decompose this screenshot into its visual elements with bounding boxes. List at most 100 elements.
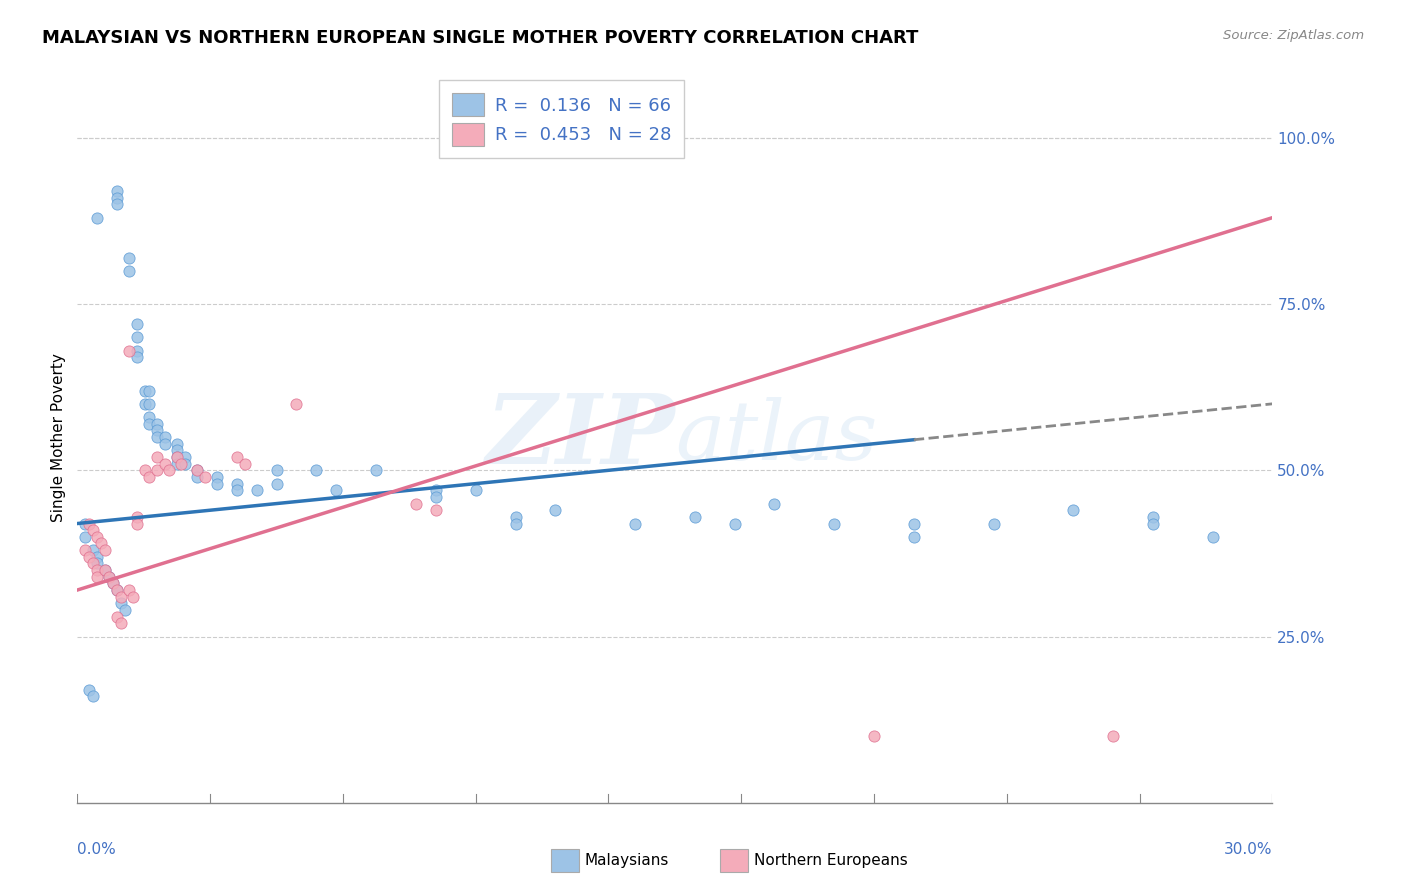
Point bbox=[114, 603, 136, 617]
Point bbox=[110, 616, 132, 631]
Point bbox=[127, 509, 149, 524]
Y-axis label: Single Mother Poverty: Single Mother Poverty bbox=[51, 352, 66, 522]
Point bbox=[94, 563, 117, 577]
Point bbox=[134, 384, 156, 398]
Point bbox=[464, 483, 486, 498]
Text: Malaysians: Malaysians bbox=[585, 854, 669, 868]
Point bbox=[94, 543, 117, 558]
Text: ZIP: ZIP bbox=[485, 390, 675, 484]
Point bbox=[425, 503, 447, 517]
Point bbox=[174, 457, 197, 471]
Point bbox=[127, 351, 149, 365]
Point bbox=[146, 463, 169, 477]
Text: MALAYSIAN VS NORTHERN EUROPEAN SINGLE MOTHER POVERTY CORRELATION CHART: MALAYSIAN VS NORTHERN EUROPEAN SINGLE MO… bbox=[42, 29, 918, 46]
Point bbox=[82, 557, 104, 571]
Point bbox=[405, 497, 427, 511]
Point bbox=[138, 410, 160, 425]
Point bbox=[425, 490, 447, 504]
Point bbox=[166, 436, 188, 450]
Point bbox=[118, 582, 141, 597]
Point bbox=[138, 397, 160, 411]
Point bbox=[225, 476, 247, 491]
Text: Source: ZipAtlas.com: Source: ZipAtlas.com bbox=[1223, 29, 1364, 42]
Point bbox=[174, 450, 197, 464]
Point bbox=[79, 516, 101, 531]
Point bbox=[86, 530, 108, 544]
Point bbox=[94, 563, 117, 577]
Text: 30.0%: 30.0% bbox=[1225, 842, 1272, 857]
Point bbox=[110, 590, 132, 604]
Point bbox=[505, 509, 527, 524]
Point bbox=[110, 596, 132, 610]
Point bbox=[118, 343, 141, 358]
Point bbox=[79, 682, 101, 697]
Point bbox=[166, 457, 188, 471]
Point bbox=[170, 457, 193, 471]
Point bbox=[305, 463, 328, 477]
Point bbox=[683, 509, 706, 524]
Point bbox=[134, 397, 156, 411]
Point bbox=[903, 530, 925, 544]
Point bbox=[86, 570, 108, 584]
Point bbox=[146, 417, 169, 431]
Point bbox=[86, 563, 108, 577]
Point bbox=[105, 191, 128, 205]
Point bbox=[1142, 516, 1164, 531]
Point bbox=[724, 516, 747, 531]
Point bbox=[153, 430, 176, 444]
Point bbox=[166, 443, 188, 458]
Point bbox=[505, 516, 527, 531]
Point bbox=[82, 543, 104, 558]
Point bbox=[103, 576, 124, 591]
Point bbox=[1062, 503, 1084, 517]
Point bbox=[205, 476, 228, 491]
Point bbox=[127, 330, 149, 344]
Point bbox=[103, 576, 124, 591]
Point bbox=[86, 211, 108, 225]
Point bbox=[75, 543, 97, 558]
Point bbox=[153, 436, 176, 450]
Point bbox=[1102, 729, 1125, 743]
Point bbox=[903, 516, 925, 531]
Point bbox=[86, 549, 108, 564]
Point bbox=[186, 463, 208, 477]
Point bbox=[233, 457, 256, 471]
Point bbox=[225, 483, 247, 498]
Point bbox=[266, 476, 288, 491]
Point bbox=[366, 463, 388, 477]
Point bbox=[186, 470, 208, 484]
Point bbox=[544, 503, 567, 517]
Point bbox=[763, 497, 786, 511]
Point bbox=[146, 430, 169, 444]
Point bbox=[266, 463, 288, 477]
Point bbox=[134, 463, 156, 477]
Point bbox=[82, 690, 104, 704]
Point bbox=[1201, 530, 1223, 544]
Point bbox=[82, 523, 104, 537]
Point bbox=[146, 450, 169, 464]
Point bbox=[118, 264, 141, 278]
Point bbox=[90, 536, 112, 550]
Point bbox=[127, 317, 149, 331]
Point bbox=[75, 516, 97, 531]
Point bbox=[105, 609, 128, 624]
Point bbox=[105, 184, 128, 198]
Point bbox=[325, 483, 347, 498]
Point bbox=[138, 470, 160, 484]
Point bbox=[146, 424, 169, 438]
Text: 0.0%: 0.0% bbox=[77, 842, 117, 857]
Point bbox=[75, 530, 97, 544]
Point bbox=[823, 516, 845, 531]
Point bbox=[157, 463, 180, 477]
Point bbox=[105, 197, 128, 211]
Point bbox=[79, 549, 101, 564]
Point bbox=[425, 483, 447, 498]
Legend: R =  0.136   N = 66, R =  0.453   N = 28: R = 0.136 N = 66, R = 0.453 N = 28 bbox=[439, 80, 683, 159]
Point bbox=[194, 470, 217, 484]
Point bbox=[225, 450, 247, 464]
Point bbox=[118, 251, 141, 265]
Point bbox=[127, 516, 149, 531]
Text: atlas: atlas bbox=[675, 397, 877, 477]
Point bbox=[98, 570, 121, 584]
Point bbox=[186, 463, 208, 477]
